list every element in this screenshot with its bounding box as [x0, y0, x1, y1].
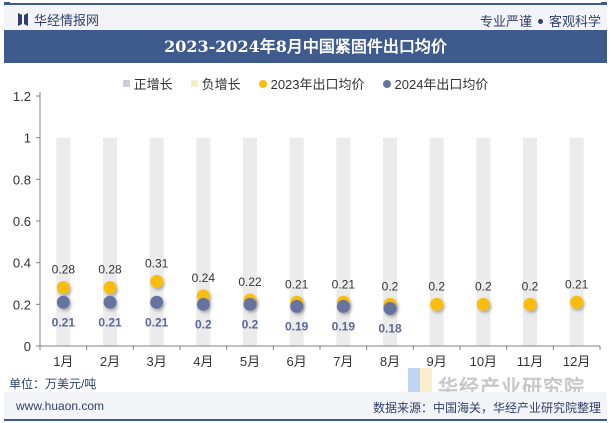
point-2023	[476, 297, 490, 311]
x-tick-label: 6月	[287, 354, 307, 369]
data-label-2024: 0.2	[195, 317, 212, 331]
data-label-2024: 0.19	[285, 319, 309, 333]
y-tick-label: 0.4	[13, 256, 31, 271]
data-label-2023: 0.24	[192, 271, 216, 285]
background-bar	[243, 137, 257, 346]
data-label-2023: 0.22	[238, 275, 262, 289]
x-tick-label: 11月	[517, 354, 544, 369]
data-label-2023: 0.2	[522, 279, 539, 293]
background-bar	[569, 137, 584, 346]
point-2024	[336, 299, 350, 313]
data-label-2023: 0.2	[475, 279, 492, 293]
data-label-2023: 0.2	[382, 279, 399, 293]
point-2024	[103, 295, 117, 309]
x-tick-label: 2月	[100, 354, 120, 369]
background-bar	[196, 137, 211, 346]
chart-legend: 正增长 负增长 2023年出口均价 2024年出口均价	[0, 74, 611, 93]
background-bar	[429, 137, 444, 346]
data-label-2024: 0.21	[145, 315, 169, 329]
data-label-2024: 0.19	[332, 319, 356, 333]
background-bar	[383, 137, 397, 346]
data-label-2024: 0.21	[98, 315, 122, 329]
point-2024	[243, 297, 257, 311]
slogan-right: 客观科学	[548, 14, 601, 29]
background-bar	[523, 137, 537, 346]
x-tick-label: 1月	[53, 354, 73, 369]
background-bar	[103, 137, 117, 346]
point-2024	[56, 295, 70, 309]
background-bar	[476, 137, 491, 346]
legend-label: 2023年出口均价	[270, 77, 365, 92]
background-bar	[336, 137, 351, 346]
x-tick-label: 5月	[240, 354, 260, 369]
point-2024	[290, 299, 304, 313]
point-2023	[150, 274, 164, 288]
y-tick-label: 0	[24, 339, 31, 354]
brand-name: 华经情报网	[34, 13, 100, 28]
point-2023	[570, 295, 584, 309]
y-tick-label: 0.8	[13, 172, 31, 187]
unit-label: 单位：万美元/吨	[9, 377, 97, 391]
x-tick-label: 9月	[427, 354, 447, 369]
top-border	[4, 2, 607, 6]
data-label-2023: 0.31	[145, 256, 169, 270]
legend-label: 负增长	[201, 77, 241, 92]
background-bar	[289, 137, 304, 346]
point-2023	[430, 297, 444, 311]
point-2024	[383, 302, 397, 315]
legend-item-negative[interactable]: 负增长	[190, 74, 241, 93]
footer-bar: www.huaon.com 数据来源：中国海关，华经产业研究院整理	[4, 392, 607, 419]
data-label-2024: 0.21	[52, 315, 76, 329]
x-tick-label: 10月	[470, 354, 497, 369]
x-tick-label: 3月	[147, 354, 167, 369]
data-source: 数据来源：中国海关，华经产业研究院整理	[372, 401, 601, 415]
point-2023	[103, 281, 117, 295]
legend-label: 正增长	[133, 77, 173, 92]
y-tick-label: 0.2	[13, 297, 31, 312]
slogan: 专业严谨 客观科学	[480, 11, 601, 30]
x-tick-label: 4月	[193, 354, 213, 369]
data-label-2024: 0.18	[378, 322, 402, 336]
header-bar: 华经情报网 专业严谨 客观科学	[4, 5, 607, 30]
y-tick-label: 1.2	[13, 89, 31, 104]
point-2023	[523, 297, 537, 311]
x-tick-label: 8月	[380, 354, 400, 369]
bullet-dot-icon	[537, 19, 543, 25]
data-label-2023: 0.21	[332, 277, 356, 291]
legend-circle-icon	[258, 79, 267, 88]
website-link[interactable]: www.huaon.com	[16, 399, 105, 413]
legend-circle-icon	[382, 79, 391, 88]
x-tick-label: 7月	[333, 354, 353, 369]
y-tick-label: 0.6	[13, 214, 31, 229]
slogan-left: 专业严谨	[479, 14, 532, 29]
legend-square-icon	[122, 80, 130, 87]
background-bar	[56, 137, 71, 346]
point-2024	[150, 295, 164, 309]
data-label-2023: 0.2	[428, 279, 445, 293]
brand-logo-icon	[18, 13, 28, 26]
chart-title: 2023-2024年8月中国紧固件出口均价	[4, 30, 607, 63]
point-2023	[56, 281, 70, 295]
brand: 华经情报网	[18, 10, 99, 29]
data-label-2023: 0.21	[565, 277, 589, 291]
legend-square-icon	[190, 80, 198, 87]
y-tick-label: 1	[24, 131, 31, 146]
point-2024	[196, 297, 210, 311]
legend-item-2023[interactable]: 2023年出口均价	[258, 74, 365, 93]
bottom-border	[4, 419, 607, 421]
data-label-2024: 0.2	[242, 317, 259, 331]
x-tick-label: 12月	[563, 354, 590, 369]
legend-label: 2024年出口均价	[394, 77, 489, 92]
data-label-2023: 0.28	[98, 263, 122, 277]
legend-item-2024[interactable]: 2024年出口均价	[382, 74, 489, 93]
background-bar	[149, 137, 164, 346]
legend-item-positive[interactable]: 正增长	[122, 74, 173, 93]
data-label-2023: 0.28	[52, 263, 76, 277]
data-label-2023: 0.21	[285, 277, 309, 291]
